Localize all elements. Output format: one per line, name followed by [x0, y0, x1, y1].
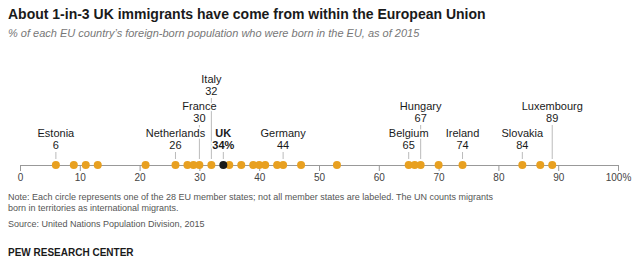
dot — [261, 161, 269, 169]
annotation-name: UK — [215, 127, 231, 139]
annotation-name: Hungary — [400, 100, 442, 112]
x-tick-label: 50 — [314, 172, 326, 183]
annotation: 44Germany — [260, 127, 306, 151]
annotation-name: Germany — [260, 127, 306, 139]
dot — [548, 161, 556, 169]
annotation: 32Italy — [201, 73, 222, 97]
annotation-value: 74 — [456, 139, 468, 151]
dot — [70, 161, 78, 169]
x-tick-label: 0 — [18, 172, 24, 183]
dots — [52, 161, 556, 169]
leader-lines — [56, 98, 552, 159]
x-tick-mark — [20, 165, 21, 171]
dot — [435, 161, 443, 169]
x-tick-label: 100% — [606, 172, 632, 183]
annotation: 26Netherlands — [146, 127, 206, 151]
leader-line — [55, 152, 56, 159]
x-tick: 100% — [606, 165, 632, 183]
annotation: 84Slovakia — [502, 127, 544, 151]
x-tick-label: 80 — [493, 172, 505, 183]
leader-line — [462, 152, 463, 159]
x-tick-mark — [319, 165, 320, 171]
leader-line — [175, 152, 176, 159]
annotation-name: Slovakia — [502, 127, 544, 139]
annotation-name: Estonia — [38, 127, 76, 139]
annotation: 65Belgium — [389, 127, 429, 151]
dot — [207, 161, 215, 169]
x-tick-label: 20 — [135, 172, 147, 183]
annotation: 34%UK — [212, 127, 234, 151]
source: Source: United Nations Population Divisi… — [8, 219, 205, 229]
dot — [142, 161, 150, 169]
x-tick-mark — [498, 165, 499, 171]
x-tick-mark — [558, 165, 559, 171]
x-tick-label: 90 — [553, 172, 565, 183]
dot — [459, 161, 467, 169]
x-tick-label: 30 — [194, 172, 206, 183]
annotation: 6Estonia — [38, 127, 76, 151]
chart: About 1-in-3 UK immigrants have come fro… — [0, 0, 640, 271]
x-tick-label: 40 — [254, 172, 266, 183]
leader-line — [283, 152, 284, 159]
annotation: 30France — [182, 100, 216, 124]
x-tick-mark — [379, 165, 380, 171]
annotation-value: 26 — [169, 139, 181, 151]
leader-line — [522, 152, 523, 159]
annotation-value: 30 — [193, 112, 205, 124]
dot — [333, 161, 341, 169]
annotation-value: 32 — [205, 85, 217, 97]
annotation-value: 6 — [53, 139, 59, 151]
dot — [219, 161, 227, 169]
x-tick: 50 — [314, 165, 326, 183]
dot — [94, 161, 102, 169]
annotation-value: 67 — [415, 112, 427, 124]
x-tick-mark — [618, 165, 619, 171]
note-line: born in territories as international mig… — [8, 203, 179, 213]
annotation-name: France — [182, 100, 216, 112]
annotation: 67Hungary — [400, 100, 442, 124]
annotation-name: Luxembourg — [522, 100, 583, 112]
dot — [536, 161, 544, 169]
annotation-name: Belgium — [389, 127, 429, 139]
dot — [417, 161, 425, 169]
leader-line — [552, 125, 553, 159]
x-tick-mark — [140, 165, 141, 171]
annotation-name: Netherlands — [146, 127, 206, 139]
x-tick-label: 10 — [75, 172, 87, 183]
annotation-value: 44 — [277, 139, 289, 151]
annotation-value: 84 — [516, 139, 528, 151]
dot — [279, 161, 287, 169]
annotation-value: 34% — [212, 139, 234, 151]
note: Note: Each circle represents one of the … — [8, 192, 494, 213]
x-tick: 80 — [493, 165, 505, 183]
x-tick: 0 — [18, 165, 24, 183]
x-tick: 60 — [374, 165, 386, 183]
dot — [237, 161, 245, 169]
annotation-value: 89 — [546, 112, 558, 124]
x-tick-label: 70 — [434, 172, 446, 183]
subtitle: % of each EU country’s foreign-born popu… — [8, 27, 420, 39]
title: About 1-in-3 UK immigrants have come fro… — [8, 6, 486, 22]
leader-line — [408, 152, 409, 159]
dot — [195, 161, 203, 169]
annotation-labels: 6Estonia 26Netherlands 30France 32Italy 34%U… — [38, 73, 583, 151]
annotation-name: Italy — [201, 73, 222, 85]
x-tick-mark — [80, 165, 81, 171]
dot — [52, 161, 60, 169]
annotation: 74Ireland — [446, 127, 480, 151]
dot — [297, 161, 305, 169]
branding: PEW RESEARCH CENTER — [8, 247, 134, 258]
note-line: Note: Each circle represents one of the … — [8, 192, 494, 202]
annotation: 89Luxembourg — [522, 100, 583, 124]
dot — [82, 161, 90, 169]
dot — [518, 161, 526, 169]
leader-line — [223, 152, 224, 159]
dot — [171, 161, 179, 169]
annotation-value: 65 — [403, 139, 415, 151]
annotation-name: Ireland — [446, 127, 480, 139]
x-tick-label: 60 — [374, 172, 386, 183]
